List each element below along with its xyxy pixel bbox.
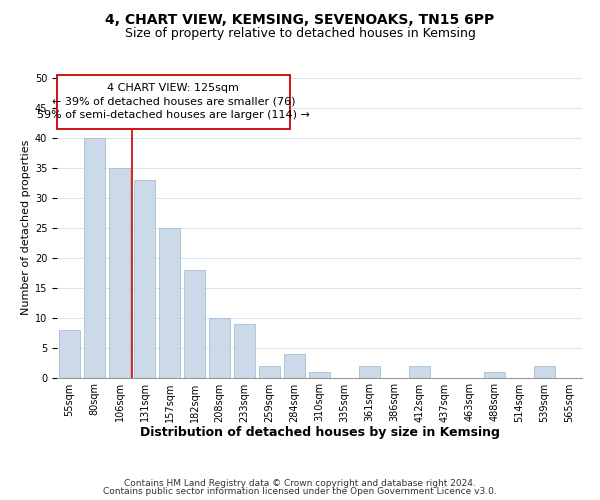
Bar: [409, 366, 430, 378]
Bar: [284, 354, 305, 378]
Text: 4, CHART VIEW, KEMSING, SEVENOAKS, TN15 6PP: 4, CHART VIEW, KEMSING, SEVENOAKS, TN15 …: [106, 12, 494, 26]
Bar: [184, 270, 205, 378]
Bar: [134, 180, 155, 378]
Bar: [259, 366, 280, 378]
Bar: [234, 324, 255, 378]
Text: Size of property relative to detached houses in Kemsing: Size of property relative to detached ho…: [125, 28, 475, 40]
Bar: [109, 168, 130, 378]
Text: Contains public sector information licensed under the Open Government Licence v3: Contains public sector information licen…: [103, 487, 497, 496]
Bar: [309, 372, 330, 378]
Bar: [59, 330, 80, 378]
Bar: [209, 318, 230, 378]
Bar: [484, 372, 505, 378]
Text: 4 CHART VIEW: 125sqm
← 39% of detached houses are smaller (76)
59% of semi-detac: 4 CHART VIEW: 125sqm ← 39% of detached h…: [37, 84, 310, 120]
Bar: [359, 366, 380, 378]
Y-axis label: Number of detached properties: Number of detached properties: [20, 140, 31, 315]
Text: Contains HM Land Registry data © Crown copyright and database right 2024.: Contains HM Land Registry data © Crown c…: [124, 478, 476, 488]
FancyBboxPatch shape: [57, 74, 290, 128]
Bar: [534, 366, 555, 378]
Bar: [84, 138, 105, 378]
Bar: [159, 228, 180, 378]
X-axis label: Distribution of detached houses by size in Kemsing: Distribution of detached houses by size …: [140, 426, 499, 439]
